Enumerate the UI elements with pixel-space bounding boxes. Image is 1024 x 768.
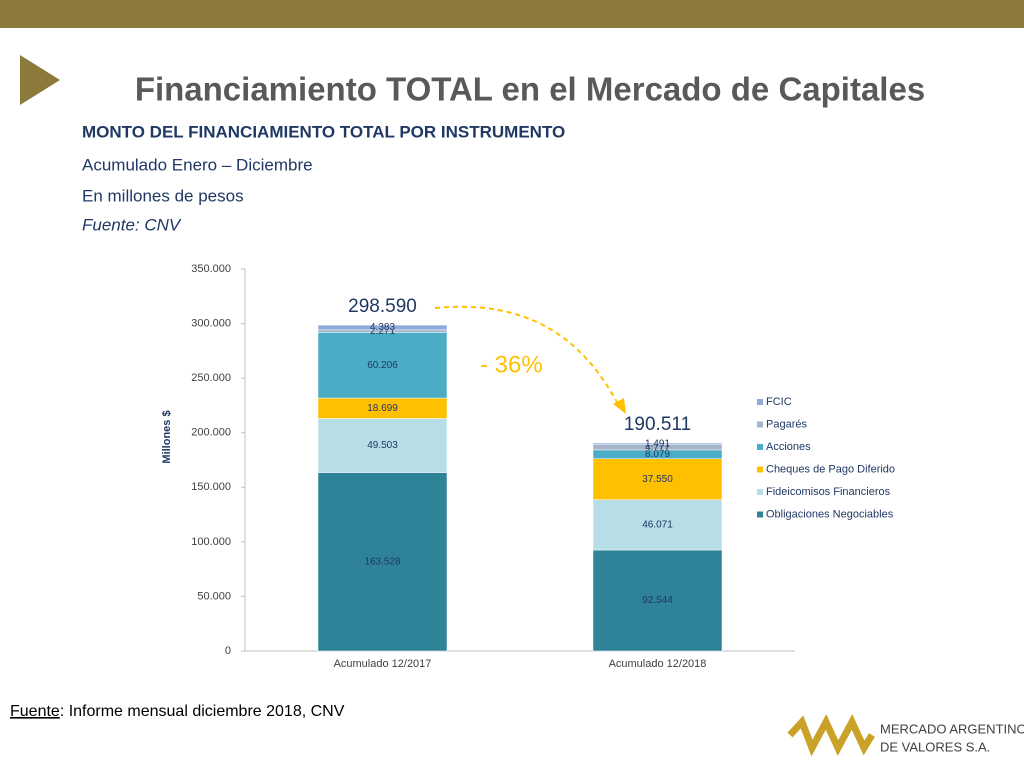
logo-text: MERCADO ARGENTINO: [880, 721, 1024, 736]
x-tick-label: Acumulado 12/2017: [334, 658, 432, 670]
legend-label: Fideicomisos Financieros: [766, 486, 891, 498]
legend-swatch: [757, 444, 763, 450]
bar-segment: [317, 472, 448, 652]
y-axis-label: Millones $: [161, 410, 173, 463]
y-tick-label: 50.000: [197, 590, 231, 602]
legend-swatch: [757, 466, 763, 473]
bar-segment: [592, 458, 723, 500]
bar-segment: [317, 418, 448, 473]
chart-subtitle: En millones de pesos: [82, 186, 244, 205]
legend-label: Obligaciones Negociables: [766, 508, 894, 520]
footnote-text: : Informe mensual diciembre 2018, CNV: [60, 703, 345, 720]
footnote-label: Fuente: [10, 703, 60, 720]
y-tick-label: 350.000: [191, 263, 231, 275]
y-tick-label: 250.000: [191, 372, 231, 384]
footnote: Fuente: Informe mensual diciembre 2018, …: [10, 703, 345, 720]
bar-segment: [592, 499, 723, 551]
value-label: 92.544: [642, 595, 673, 606]
chart-title: MONTO DEL FINANCIAMIENTO TOTAL POR INSTR…: [82, 122, 565, 141]
value-label: 18.699: [367, 403, 398, 414]
total-label: 298.590: [348, 296, 417, 317]
y-tick-label: 100.000: [191, 536, 231, 548]
bar-segment: [592, 549, 723, 652]
value-label: 8.079: [645, 449, 670, 460]
legend-label: Acciones: [766, 441, 811, 453]
top-bar: [0, 0, 1024, 28]
value-label: 49.503: [367, 440, 398, 451]
value-label: 37.550: [642, 474, 673, 485]
trend-arrow: [434, 305, 621, 409]
legend-label: Cheques de Pago Diferido: [766, 463, 895, 475]
legend-swatch: [757, 489, 763, 495]
title-marker: [20, 55, 60, 105]
bar-segment: [592, 442, 723, 445]
legend-label: FCIC: [766, 396, 792, 408]
value-label: 163.528: [364, 556, 401, 567]
value-label: 4.777: [645, 442, 670, 453]
y-tick-label: 0: [225, 645, 231, 657]
y-tick-label: 300.000: [191, 317, 231, 329]
total-label: 190.511: [624, 414, 691, 435]
legend-swatch: [757, 421, 763, 428]
value-label: 46.071: [642, 519, 673, 530]
logo-mark: [787, 714, 875, 757]
value-label: 4.383: [370, 322, 395, 333]
chart-subtitle: Fuente: CNV: [82, 215, 182, 234]
value-label: 60.206: [367, 360, 398, 371]
legend-swatch: [757, 399, 763, 405]
bar-segment: [317, 324, 448, 331]
y-tick-label: 200.000: [191, 427, 231, 439]
logo-text: DE VALORES S.A.: [880, 739, 990, 754]
x-tick-label: Acumulado 12/2018: [609, 658, 707, 670]
value-label: 2.271: [370, 326, 395, 337]
legend-swatch: [757, 511, 763, 518]
y-tick-label: 150.000: [191, 481, 231, 493]
annotation: - 36%: [480, 351, 543, 378]
slide-title: Financiamiento TOTAL en el Mercado de Ca…: [135, 71, 925, 108]
value-label: 1.491: [645, 439, 670, 450]
legend-label: Pagarés: [766, 418, 807, 430]
chart-subtitle: Acumulado Enero – Diciembre: [82, 155, 313, 174]
bar-segment: [317, 332, 448, 399]
arrow-head: [613, 398, 626, 414]
